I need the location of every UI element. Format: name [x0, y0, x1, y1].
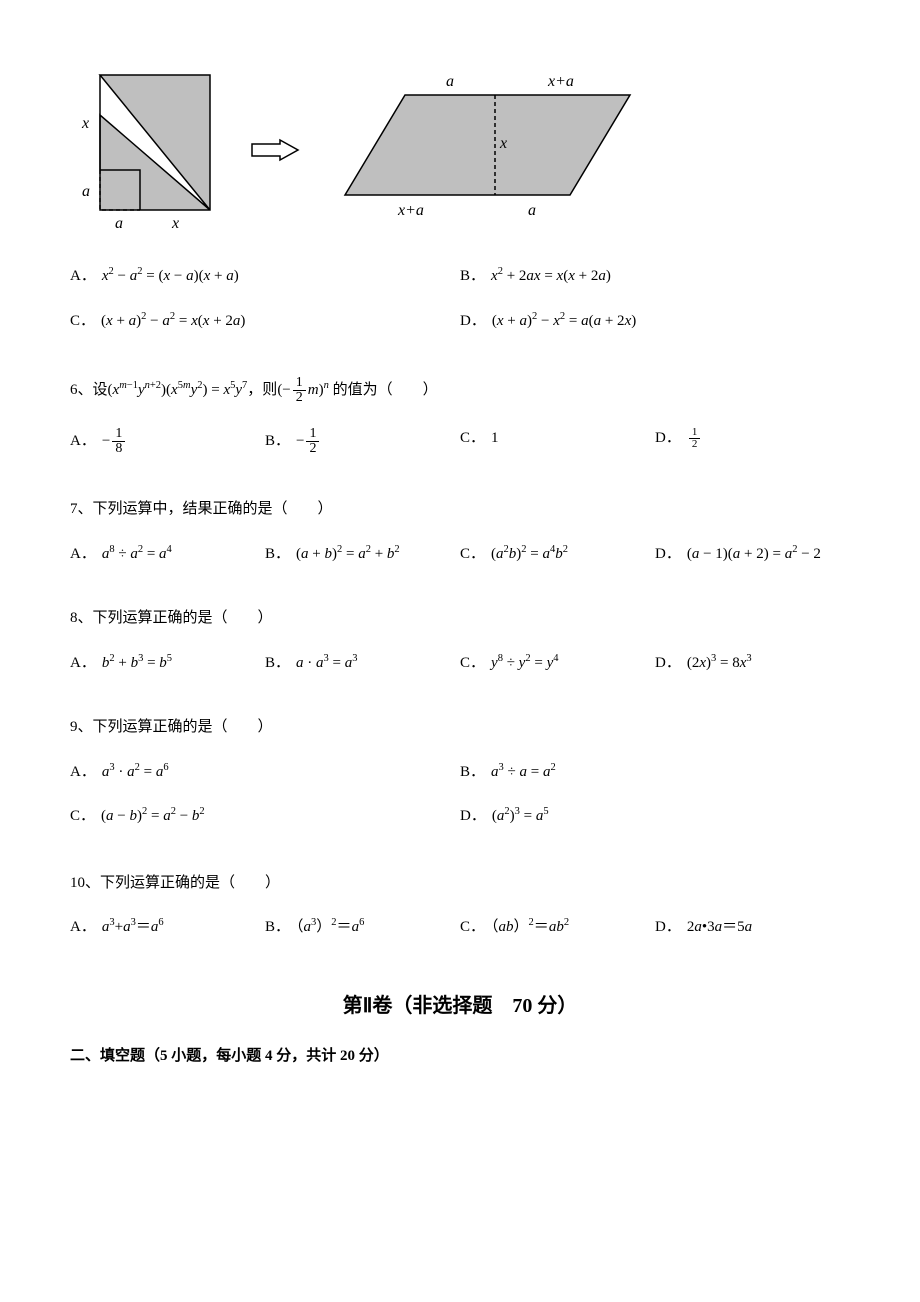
lbl-xa-top: x+a: [547, 73, 574, 90]
q5-opt-b: B．x2 + 2ax = x(x + 2a): [460, 265, 850, 288]
q9-opt-a: A．a3 · a2 = a6: [70, 761, 460, 784]
q10-options: A．a3+a3＝a6 B．（a3）2＝a6 C．（ab）2＝ab2 D．2a•3…: [70, 916, 850, 959]
q8-options: A．b2 + b3 = b5 B．a · a3 = a3 C．y8 ÷ y2 =…: [70, 652, 850, 695]
q10-opt-d: D．2a•3a＝5a: [655, 916, 850, 939]
q10-opt-c: C．（ab）2＝ab2: [460, 916, 655, 939]
q6-stem: 6、设(xm−1yn+2)(x5my2) = x5y7，则(−12m)n 的值为…: [70, 376, 850, 405]
q9-stem: 9、下列运算正确的是（ ）: [70, 716, 850, 739]
q9-opt-d: D．(a2)3 = a5: [460, 805, 850, 828]
q6-opt-c: C．1: [460, 427, 655, 456]
lbl-a-left: a: [82, 183, 90, 200]
lbl-a-bottom: a: [115, 215, 123, 230]
q9-opt-b: B．a3 ÷ a = a2: [460, 761, 850, 784]
q9-options: A．a3 · a2 = a6 B．a3 ÷ a = a2 C．(a − b)2 …: [70, 761, 850, 850]
q8-opt-b: B．a · a3 = a3: [265, 652, 460, 675]
lbl-x-mid: x: [499, 135, 507, 152]
lbl-a-top: a: [446, 73, 454, 90]
q8-opt-a: A．b2 + b3 = b5: [70, 652, 265, 675]
q7-opt-d: D．(a − 1)(a + 2) = a2 − 2: [655, 543, 850, 566]
arrow-icon: [250, 138, 300, 162]
q6-opt-b: B．−12: [265, 427, 460, 456]
q8-opt-d: D．(2x)3 = 8x3: [655, 652, 850, 675]
lbl-x-left: x: [81, 115, 89, 132]
q6-opt-a: A．−18: [70, 427, 265, 456]
lbl-xa-bottom: x+a: [397, 202, 424, 219]
q5-opt-d: D．(x + a)2 − x2 = a(a + 2x): [460, 310, 850, 333]
q8-opt-c: C．y8 ÷ y2 = y4: [460, 652, 655, 675]
section2-title: 第Ⅱ卷（非选择题 70 分）: [70, 991, 850, 1021]
q6-options: A．−18 B．−12 C．1 D．12: [70, 427, 850, 476]
lbl-x-bottom: x: [171, 215, 179, 230]
q7-options: A．a8 ÷ a2 = a4 B．(a + b)2 = a2 + b2 C．(a…: [70, 543, 850, 586]
q8-stem: 8、下列运算正确的是（ ）: [70, 607, 850, 630]
diagram-right: a x+a x x+a a: [330, 70, 690, 230]
q7-opt-c: C．(a2b)2 = a4b2: [460, 543, 655, 566]
lbl-a-bottom2: a: [528, 202, 536, 219]
section2-sub: 二、填空题（5 小题，每小题 4 分，共计 20 分）: [70, 1045, 850, 1068]
q9-opt-c: C．(a − b)2 = a2 − b2: [70, 805, 460, 828]
q6-opt-d: D．12: [655, 427, 850, 456]
diagram-row: x a a x a x+a x x+a a: [70, 70, 850, 230]
q10-opt-a: A．a3+a3＝a6: [70, 916, 265, 939]
q10-stem: 10、下列运算正确的是（ ）: [70, 872, 850, 895]
q7-stem: 7、下列运算中，结果正确的是（ ）: [70, 498, 850, 521]
q7-opt-b: B．(a + b)2 = a2 + b2: [265, 543, 460, 566]
q5-options: A．x2 − a2 = (x − a)(x + a) B．x2 + 2ax = …: [70, 265, 850, 354]
diagram-left: x a a x: [70, 70, 220, 230]
q10-opt-b: B．（a3）2＝a6: [265, 916, 460, 939]
q5-opt-a: A．x2 − a2 = (x − a)(x + a): [70, 265, 460, 288]
q5-opt-c: C．(x + a)2 − a2 = x(x + 2a): [70, 310, 460, 333]
q7-opt-a: A．a8 ÷ a2 = a4: [70, 543, 265, 566]
